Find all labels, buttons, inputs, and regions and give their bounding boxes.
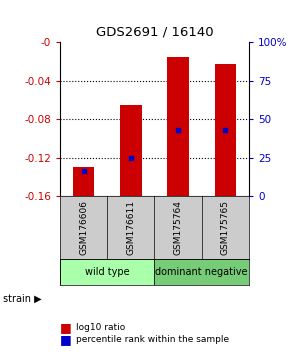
- Bar: [73, 167, 94, 196]
- Bar: [215, 64, 236, 196]
- Text: GSM175765: GSM175765: [221, 200, 230, 255]
- Title: GDS2691 / 16140: GDS2691 / 16140: [96, 25, 213, 39]
- Text: GSM176606: GSM176606: [79, 200, 88, 255]
- Text: GSM176611: GSM176611: [126, 200, 135, 255]
- Text: wild type: wild type: [85, 267, 130, 277]
- Text: ■: ■: [60, 321, 72, 334]
- Text: log10 ratio: log10 ratio: [76, 323, 126, 332]
- Text: ■: ■: [60, 333, 72, 346]
- Bar: [154, 259, 249, 285]
- Bar: [120, 105, 142, 196]
- Bar: [60, 259, 154, 285]
- Text: GSM175764: GSM175764: [174, 200, 183, 255]
- Bar: [167, 57, 189, 196]
- Text: percentile rank within the sample: percentile rank within the sample: [76, 335, 230, 344]
- Text: dominant negative: dominant negative: [155, 267, 248, 277]
- Text: strain ▶: strain ▶: [3, 294, 42, 304]
